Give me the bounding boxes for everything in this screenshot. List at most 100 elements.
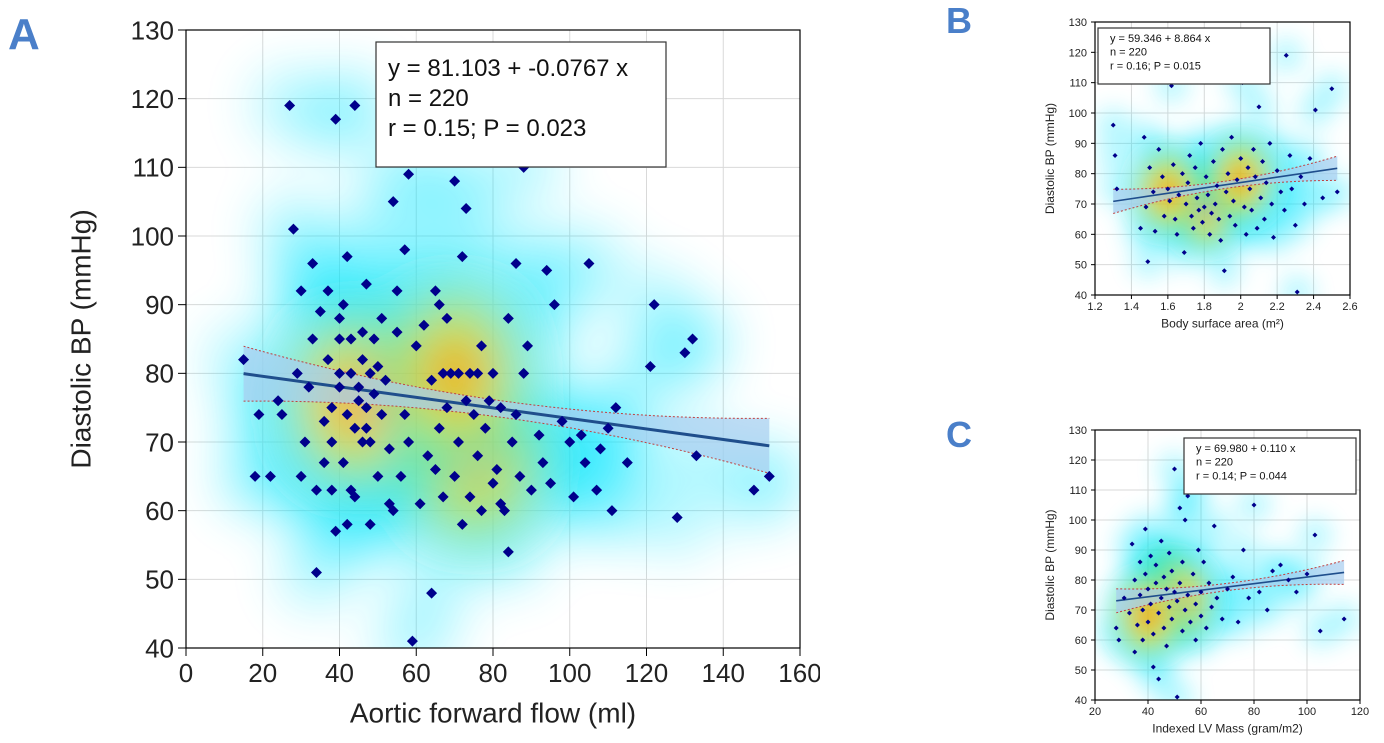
data-point: [591, 484, 603, 496]
x-tick-label: 0: [179, 658, 193, 688]
density-hotspot: [1107, 565, 1189, 667]
data-point: [307, 257, 319, 269]
data-point: [1166, 550, 1172, 556]
data-point: [1293, 589, 1299, 595]
data-point: [568, 491, 580, 503]
data-point: [284, 100, 296, 112]
data-point: [583, 257, 595, 269]
data-point: [1187, 619, 1193, 625]
y-tick-label: 40: [1075, 695, 1087, 707]
data-point: [1201, 559, 1207, 565]
y-tick-label: 120: [1069, 455, 1087, 467]
x-tick-label: 2: [1238, 301, 1244, 313]
data-point: [1271, 234, 1276, 240]
regression-line: [1113, 167, 1338, 203]
data-point: [441, 312, 453, 324]
data-point: [360, 278, 372, 290]
data-point: [334, 312, 345, 324]
data-point: [1150, 189, 1156, 195]
data-point: [1121, 595, 1127, 601]
data-point: [445, 367, 457, 379]
data-point: [1317, 628, 1323, 634]
data-point: [318, 415, 330, 427]
data-point: [322, 354, 334, 366]
data-point: [1145, 619, 1151, 625]
data-point: [594, 443, 606, 455]
data-point: [441, 402, 453, 414]
data-point: [1312, 532, 1318, 538]
data-point: [429, 463, 441, 475]
data-point: [337, 457, 349, 469]
data-point: [1158, 538, 1164, 544]
data-point: [1166, 604, 1172, 610]
data-point: [345, 333, 357, 345]
data-point: [437, 367, 449, 379]
confidence-upper: [1116, 559, 1345, 590]
data-point: [1304, 571, 1310, 577]
data-point: [1274, 168, 1280, 174]
data-point: [1218, 237, 1224, 243]
data-point: [1195, 547, 1201, 553]
y-tick-label: 90: [1075, 545, 1087, 557]
data-point: [360, 402, 372, 414]
data-point: [1260, 159, 1266, 165]
data-point: [1182, 607, 1188, 613]
regression-line: [1116, 571, 1345, 602]
x-tick-label: 120: [625, 658, 668, 688]
data-point: [326, 402, 338, 414]
data-point: [349, 491, 361, 503]
x-tick-label: 100: [1298, 706, 1316, 718]
data-point: [341, 409, 353, 421]
data-point: [506, 436, 518, 448]
panel-c: C 20 40 60 80 100 120 40 50 60 70 80 90 100 110 120 130…: [920, 410, 1384, 743]
data-point: [644, 360, 656, 372]
y-tick-label: 110: [1069, 485, 1087, 497]
data-point: [1193, 601, 1199, 607]
y-axis-label: Diastolic BP (mmHg): [1043, 509, 1057, 620]
y-axis-label: Diastolic BP (mmHg): [65, 209, 96, 468]
data-point: [376, 312, 388, 324]
data-point: [1209, 210, 1215, 216]
data-point: [364, 518, 376, 530]
x-axis-label: Indexed LV Mass (gram/m2): [1152, 721, 1303, 735]
data-point: [360, 422, 372, 434]
data-point: [1189, 213, 1195, 219]
data-point: [548, 299, 560, 311]
density-blob: [1160, 680, 1194, 700]
data-point: [357, 354, 369, 366]
data-point: [1243, 231, 1249, 237]
x-tick-label: 160: [778, 658, 820, 688]
data-point: [330, 525, 342, 537]
sample-size: n = 220: [1110, 47, 1147, 59]
y-tick-label: 100: [1069, 515, 1087, 527]
scatter-plot-b: 1.2 1.4 1.6 1.8 2 2.2 2.4 2.6 40 50 60 70 80 90 100 110…: [1043, 17, 1358, 330]
data-point: [602, 422, 614, 434]
y-tick-label: 90: [145, 290, 174, 320]
confidence-upper: [243, 345, 770, 419]
y-tick-label: 100: [1069, 108, 1087, 120]
data-point: [422, 450, 434, 462]
data-point: [253, 409, 265, 421]
data-point: [1210, 159, 1216, 165]
regression-equation: y = 69.980 + 0.110 x: [1196, 443, 1296, 455]
data-point: [1206, 580, 1212, 586]
data-point: [1223, 189, 1229, 195]
data-point: [295, 285, 307, 297]
data-point: [1312, 107, 1318, 113]
confidence-upper: [1113, 155, 1338, 190]
y-tick-label: 80: [1075, 169, 1087, 181]
data-point: [518, 367, 530, 379]
data-point: [1238, 156, 1244, 161]
y-tick-label: 80: [145, 359, 174, 389]
data-point: [460, 203, 472, 215]
y-tick-label: 130: [131, 15, 174, 45]
data-point: [1150, 664, 1156, 670]
x-axis-label: Aortic forward flow (ml): [350, 698, 636, 729]
data-point: [353, 395, 365, 407]
data-point: [406, 635, 418, 647]
data-point: [1194, 195, 1200, 201]
data-point: [1198, 613, 1204, 619]
x-tick-label: 40: [1142, 706, 1154, 718]
data-point: [1116, 637, 1122, 643]
data-point: [264, 470, 276, 482]
